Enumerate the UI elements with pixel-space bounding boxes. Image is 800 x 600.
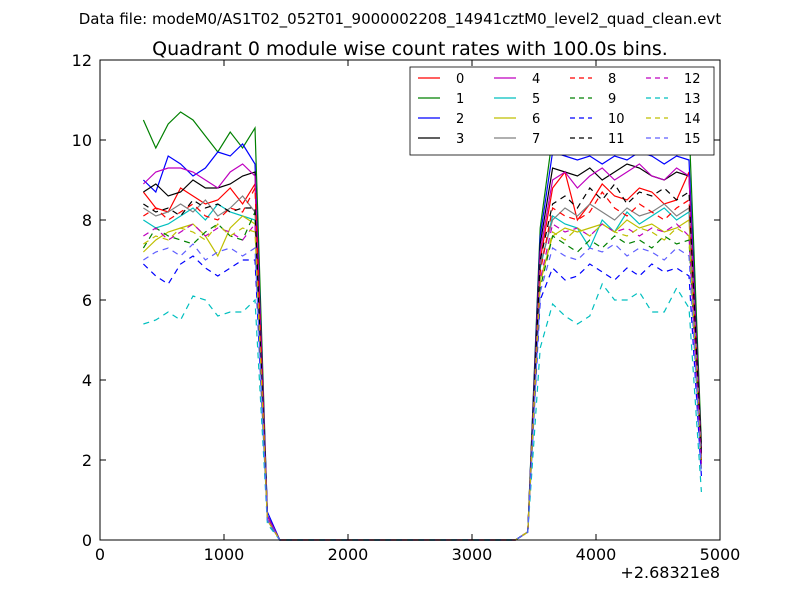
legend-label-15: 15 [684,132,701,147]
legend-label-10: 10 [608,112,625,127]
x-tick-label: 5000 [700,545,741,564]
x-tick-label: 3000 [452,545,493,564]
series-line-10 [142,255,702,541]
series-line-12 [143,222,702,541]
y-tick-label: 0 [82,531,92,550]
legend-label-9: 9 [608,92,616,107]
legend-label-4: 4 [532,72,540,87]
legend-label-8: 8 [608,72,616,87]
chart-title: Quadrant 0 module wise count rates with … [152,38,668,60]
legend-label-13: 13 [684,92,701,107]
x-tick-label: 0 [95,545,105,564]
legend-label-6: 6 [532,112,540,127]
x-offset-label: +2.68321e8 [620,563,720,582]
legend-label-0: 0 [456,72,464,87]
legend-label-14: 14 [684,112,701,127]
legend-label-7: 7 [532,132,540,147]
y-tick-label: 12 [72,51,92,70]
y-tick-label: 2 [82,451,92,470]
legend-label-11: 11 [608,132,625,147]
legend-label-5: 5 [532,92,540,107]
legend-frame [409,66,715,156]
legend-label-3: 3 [456,132,464,147]
y-tick-label: 8 [82,211,92,230]
legend-label-2: 2 [456,112,464,127]
x-tick-label: 2000 [328,545,369,564]
y-tick-label: 4 [82,371,92,390]
y-tick-label: 10 [72,131,92,150]
x-tick-label: 4000 [576,545,617,564]
y-tick-label: 6 [82,291,92,310]
x-tick-label: 1000 [204,545,245,564]
legend-label-1: 1 [456,92,464,107]
legend-label-12: 12 [684,72,701,87]
chart-suptitle: Data file: modeM0/AS1T02_052T01_90000022… [79,10,722,29]
